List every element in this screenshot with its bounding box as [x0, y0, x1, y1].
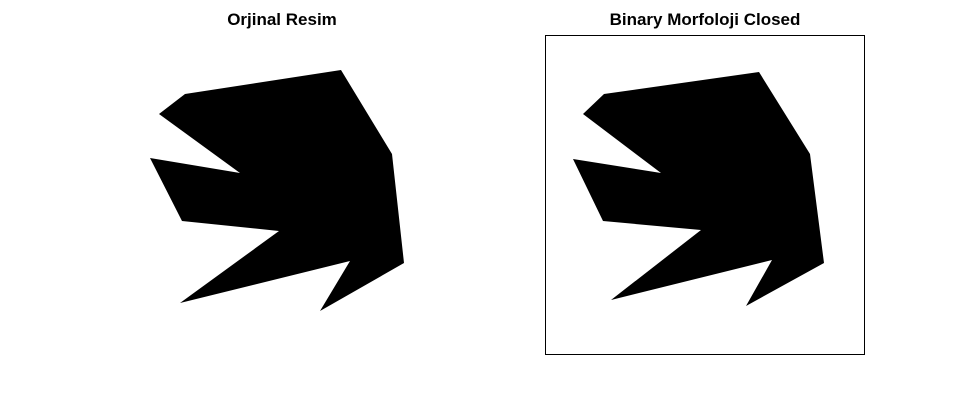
closed-shape: [573, 72, 824, 306]
subplot-title-original: Orjinal Resim: [227, 10, 337, 29]
subplot-title-closed: Binary Morfoloji Closed: [609, 10, 801, 29]
image-panel-closed: [545, 35, 865, 355]
image-panel-original: [122, 35, 442, 355]
original-binary-image: [150, 70, 404, 311]
original-shape: [150, 70, 404, 311]
closed-binary-image: [545, 35, 865, 355]
